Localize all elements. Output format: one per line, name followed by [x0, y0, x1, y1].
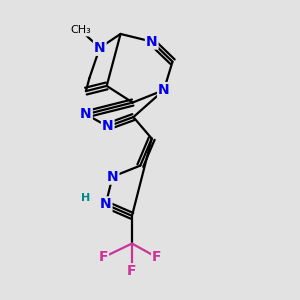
Text: H: H: [81, 194, 91, 203]
Text: F: F: [98, 250, 108, 264]
Text: F: F: [152, 250, 162, 264]
Text: N: N: [158, 83, 170, 97]
Text: CH₃: CH₃: [70, 26, 91, 35]
Text: N: N: [146, 34, 158, 49]
Text: N: N: [100, 197, 112, 212]
Text: N: N: [102, 119, 114, 134]
Text: N: N: [107, 170, 118, 184]
Text: N: N: [94, 41, 106, 55]
Text: F: F: [127, 264, 137, 278]
Text: N: N: [80, 107, 92, 121]
